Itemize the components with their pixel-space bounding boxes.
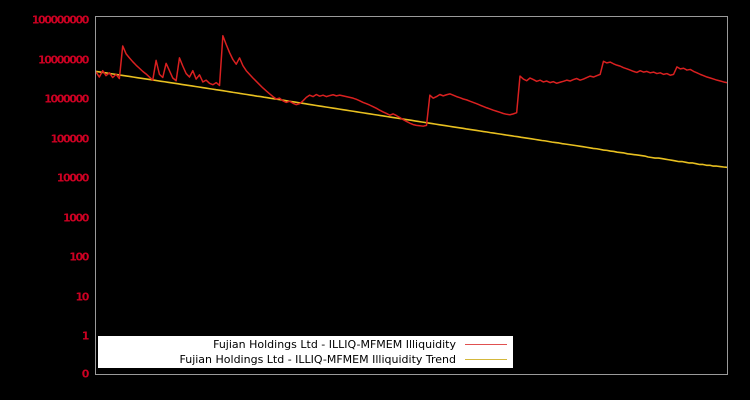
legend-color-swatch-illiquidity	[465, 344, 507, 345]
legend-item-illiquidity: Fujian Holdings Ltd - ILLIQ-MFMEM Illiqu…	[98, 337, 509, 352]
y-axis-tick-100000: 100000	[50, 132, 89, 145]
y-axis-tick-10000000: 10000000	[37, 53, 89, 66]
y-axis-tick-100000000: 100000000	[31, 13, 90, 27]
legend-label-illiquidity: Fujian Holdings Ltd - ILLIQ-MFMEM Illiqu…	[213, 338, 456, 351]
legend-item-trend: Fujian Holdings Ltd - ILLIQ-MFMEM Illiqu…	[98, 352, 509, 367]
plot-svg	[96, 34, 727, 169]
y-axis-tick-0: 0	[81, 367, 90, 381]
series-line-illiquidity	[96, 34, 727, 127]
legend-color-swatch-trend	[465, 359, 507, 360]
y-axis-tick-1000: 1000	[62, 211, 89, 224]
y-axis-tick-1000000: 1000000	[44, 92, 89, 106]
series-line-trend	[96, 70, 727, 169]
chart-legend: Fujian Holdings Ltd - ILLIQ-MFMEM Illiqu…	[98, 336, 513, 368]
y-axis-tick-10: 10	[75, 290, 89, 303]
y-axis-tick-10000: 10000	[56, 171, 90, 185]
y-axis-tick-100: 100	[69, 250, 89, 264]
plot-area	[95, 16, 728, 375]
y-axis-tick-1: 1	[81, 329, 90, 343]
legend-label-trend: Fujian Holdings Ltd - ILLIQ-MFMEM Illiqu…	[179, 353, 457, 366]
